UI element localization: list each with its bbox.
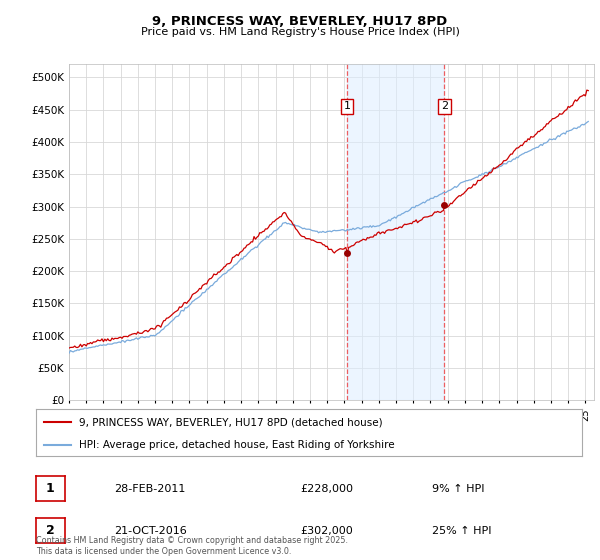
Text: Price paid vs. HM Land Registry's House Price Index (HPI): Price paid vs. HM Land Registry's House … — [140, 27, 460, 37]
Text: 28-FEB-2011: 28-FEB-2011 — [114, 484, 185, 493]
Text: 9, PRINCESS WAY, BEVERLEY, HU17 8PD: 9, PRINCESS WAY, BEVERLEY, HU17 8PD — [152, 15, 448, 28]
Text: Contains HM Land Registry data © Crown copyright and database right 2025.
This d: Contains HM Land Registry data © Crown c… — [36, 536, 348, 556]
Text: 21-OCT-2016: 21-OCT-2016 — [114, 526, 187, 535]
Bar — [347, 64, 445, 400]
Text: 1: 1 — [344, 101, 350, 111]
Text: 1: 1 — [46, 482, 55, 495]
Text: 2: 2 — [46, 524, 55, 537]
Text: £228,000: £228,000 — [300, 484, 353, 493]
Text: 9% ↑ HPI: 9% ↑ HPI — [432, 484, 485, 493]
Text: £302,000: £302,000 — [300, 526, 353, 535]
Text: 2: 2 — [441, 101, 448, 111]
Text: 9, PRINCESS WAY, BEVERLEY, HU17 8PD (detached house): 9, PRINCESS WAY, BEVERLEY, HU17 8PD (det… — [79, 417, 382, 427]
Text: 25% ↑ HPI: 25% ↑ HPI — [432, 526, 491, 535]
Text: HPI: Average price, detached house, East Riding of Yorkshire: HPI: Average price, detached house, East… — [79, 440, 394, 450]
